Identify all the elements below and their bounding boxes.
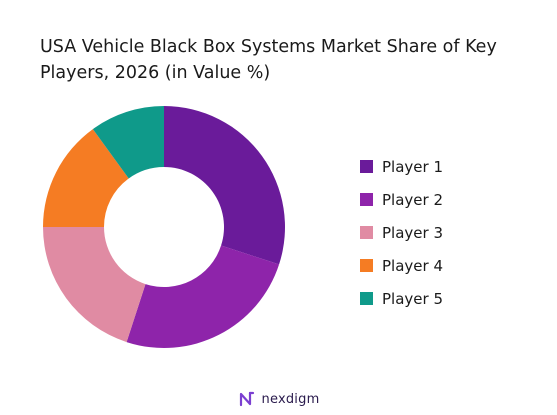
nexdigm-logo-icon bbox=[239, 391, 254, 407]
legend-label-player-5: Player 5 bbox=[382, 289, 443, 308]
legend-label-player-1: Player 1 bbox=[382, 157, 443, 176]
chart-title-line-1: USA Vehicle Black Box Systems Market Sha… bbox=[40, 37, 497, 57]
brand-name: nexdigm bbox=[261, 391, 320, 407]
legend-swatch-player-1 bbox=[360, 160, 373, 173]
legend-label-player-4: Player 4 bbox=[382, 256, 443, 275]
chart-title-line-2: Players, 2026 (in Value %) bbox=[40, 63, 271, 83]
donut-slice-player-5 bbox=[92, 106, 164, 179]
chart-title: USA Vehicle Black Box Systems Market Sha… bbox=[40, 34, 540, 86]
legend-item-player-1: Player 1 bbox=[360, 150, 443, 183]
legend-swatch-player-2 bbox=[360, 193, 373, 206]
chart-legend: Player 1 Player 2 Player 3 Player 4 Play… bbox=[360, 150, 443, 315]
legend-item-player-3: Player 3 bbox=[360, 216, 443, 249]
donut-slice-player-2 bbox=[126, 245, 280, 349]
legend-swatch-player-3 bbox=[360, 226, 373, 239]
legend-item-player-5: Player 5 bbox=[360, 282, 443, 315]
legend-label-player-3: Player 3 bbox=[382, 223, 443, 242]
brand-footer: nexdigm bbox=[0, 390, 557, 408]
donut-slice-player-3 bbox=[43, 227, 146, 343]
legend-label-player-2: Player 2 bbox=[382, 190, 443, 209]
donut-slice-player-4 bbox=[43, 129, 129, 227]
legend-item-player-4: Player 4 bbox=[360, 249, 443, 282]
donut-slice-player-1 bbox=[164, 106, 285, 265]
legend-swatch-player-5 bbox=[360, 292, 373, 305]
legend-item-player-2: Player 2 bbox=[360, 183, 443, 216]
legend-swatch-player-4 bbox=[360, 259, 373, 272]
